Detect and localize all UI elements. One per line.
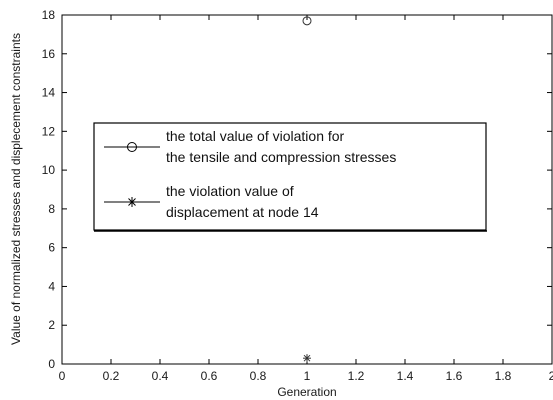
data-points	[302, 16, 312, 363]
x-tick-label: 0.8	[250, 369, 267, 383]
y-tick-label: 16	[42, 47, 56, 61]
axis-ticks: 0 0.2 0.4 0.6 0.8 1 1.2 1.4 1.6 1.8 2 0 2 4 6 8 10 12 14 16…	[42, 8, 553, 383]
legend: the total value of violation for the ten…	[93, 122, 487, 232]
x-tick-label: 1.4	[397, 369, 414, 383]
legend-star-marker-icon	[127, 197, 137, 207]
x-tick-label: 1.6	[446, 369, 463, 383]
x-tick-label: 0.2	[103, 369, 120, 383]
data-point-star	[303, 354, 311, 363]
legend-label-series-2-line-2: displacement at node 14	[166, 204, 319, 220]
y-tick-label: 14	[42, 86, 56, 100]
x-tick-label: 1.2	[348, 369, 365, 383]
y-tick-label: 6	[48, 241, 55, 255]
x-tick-label: 1.8	[495, 369, 512, 383]
y-tick-label: 18	[42, 8, 56, 22]
x-axis-label: Generation	[277, 385, 336, 399]
x-tick-label: 1	[304, 369, 311, 383]
x-tick-label: 0.6	[201, 369, 218, 383]
x-tick-label: 0.4	[152, 369, 169, 383]
x-tick-label: 0	[59, 369, 66, 383]
y-tick-label: 8	[48, 202, 55, 216]
y-tick-label: 2	[48, 318, 55, 332]
y-tick-label: 10	[42, 163, 56, 177]
y-tick-label: 0	[48, 357, 55, 371]
legend-label-series-1-line-1: the total value of violation for	[166, 128, 345, 144]
x-tick-label: 2	[549, 369, 553, 383]
legend-label-series-1-line-2: the tensile and compression stresses	[166, 149, 396, 165]
legend-box	[93, 122, 487, 231]
y-axis-label: Value of normalized stresses and displec…	[9, 33, 23, 345]
data-point-circle	[302, 16, 312, 26]
y-tick-label: 12	[42, 124, 56, 138]
legend-circle-marker-icon	[127, 142, 137, 152]
legend-label-series-2-line-1: the violation value of	[166, 183, 294, 199]
y-tick-label: 4	[48, 279, 55, 293]
